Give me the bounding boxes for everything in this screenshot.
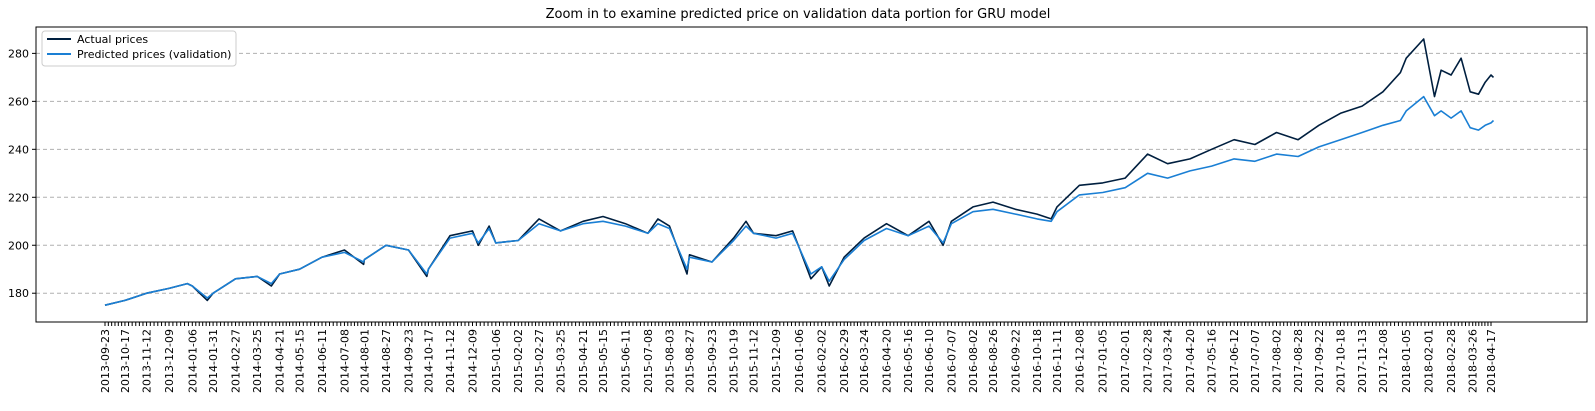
x-tick-label: 2017-01-05 <box>1097 329 1110 393</box>
x-tick-label: 2014-07-08 <box>338 329 351 393</box>
x-tick-label: 2016-09-22 <box>1009 329 1022 393</box>
x-tick-label: 2016-11-11 <box>1051 329 1064 393</box>
x-tick-label: 2017-08-28 <box>1292 329 1305 393</box>
x-tick-label: 2018-04-17 <box>1485 329 1498 393</box>
x-tick-label: 2014-04-21 <box>274 329 287 393</box>
y-tick-label: 180 <box>8 287 29 300</box>
legend-label: Predicted prices (validation) <box>77 48 231 61</box>
x-tick-label: 2017-08-02 <box>1270 329 1283 393</box>
x-tick-label: 2017-02-01 <box>1119 329 1132 393</box>
x-tick-label: 2018-02-01 <box>1423 329 1436 393</box>
x-tick-label: 2015-02-27 <box>533 329 546 393</box>
x-tick-label: 2016-06-10 <box>923 329 936 393</box>
series-predicted-line <box>104 95 1495 306</box>
x-tick-label: 2014-05-15 <box>294 329 307 393</box>
x-tick-label: 2015-01-06 <box>490 329 503 393</box>
x-tick-label: 2014-06-11 <box>316 329 329 393</box>
x-tick-label: 2017-11-13 <box>1356 329 1369 393</box>
series-layer <box>104 38 1495 306</box>
plot-area-frame <box>35 26 1588 323</box>
x-tick-label: 2015-09-23 <box>706 329 719 393</box>
x-tick-label: 2013-10-17 <box>119 329 132 393</box>
y-tick-label: 240 <box>8 143 29 156</box>
y-axis: 180 200 220 240 260 280 <box>8 47 36 300</box>
x-tick-label: 2015-10-19 <box>728 329 741 393</box>
x-tick-label: 2014-01-06 <box>186 329 199 393</box>
x-tick-label: 2017-10-18 <box>1335 329 1348 393</box>
chart-title: Zoom in to examine predicted price on va… <box>546 7 1051 22</box>
x-tick-label: 2015-06-11 <box>619 329 632 393</box>
x-tick-label: 2017-09-22 <box>1313 329 1326 393</box>
x-tick-label: 2015-12-09 <box>770 329 783 393</box>
x-tick-label: 2017-03-24 <box>1162 329 1175 393</box>
x-tick-label: 2014-08-01 <box>358 329 371 393</box>
x-tick-label: 2018-03-26 <box>1467 329 1480 393</box>
x-tick-label: 2014-12-09 <box>466 329 479 393</box>
x-tick-label: 2016-08-02 <box>967 329 980 393</box>
x-tick-label: 2016-02-02 <box>816 329 829 393</box>
legend-box <box>41 30 237 67</box>
legend: Actual prices Predicted prices (validatio… <box>41 30 237 67</box>
x-tick-label: 2015-08-03 <box>664 329 677 393</box>
x-tick-label: 2016-05-16 <box>902 329 915 393</box>
x-tick-label: 2015-03-25 <box>555 329 568 393</box>
x-tick-label: 2014-03-25 <box>251 329 264 393</box>
x-tick-label: 2017-05-16 <box>1206 329 1219 393</box>
x-tick-label: 2013-09-23 <box>99 329 112 393</box>
x-tick-label: 2017-12-08 <box>1377 329 1390 393</box>
x-tick-label: 2014-10-17 <box>422 329 435 393</box>
x-tick-label: 2015-04-21 <box>577 329 590 393</box>
x-tick-label: 2016-03-24 <box>858 329 871 393</box>
x-tick-label: 2016-08-26 <box>987 329 1000 393</box>
x-tick-label: 2017-06-12 <box>1228 329 1241 393</box>
legend-label: Actual prices <box>77 33 148 46</box>
x-tick-label: 2015-07-08 <box>642 329 655 393</box>
x-tick-label: 2014-09-23 <box>402 329 415 393</box>
x-tick-label: 2014-08-27 <box>380 329 393 393</box>
x-tick-label: 2016-12-08 <box>1073 329 1086 393</box>
x-tick-label: 2014-02-27 <box>230 329 243 393</box>
x-tick-label: 2014-11-12 <box>444 329 457 393</box>
x-tick-label: 2013-12-09 <box>163 329 176 393</box>
x-axis: 2013-09-23 2013-10-17 2013-11-12 2013-12-09… <box>99 322 1498 393</box>
x-tick-label: 2013-11-12 <box>141 329 154 393</box>
x-tick-label: 2017-04-20 <box>1184 329 1197 393</box>
x-tick-label: 2014-01-31 <box>207 329 220 393</box>
x-tick-label: 2016-10-18 <box>1031 329 1044 393</box>
x-tick-label: 2017-02-28 <box>1142 329 1155 393</box>
y-tick-label: 220 <box>8 191 29 204</box>
x-tick-label: 2018-01-05 <box>1400 329 1413 393</box>
y-tick-label: 260 <box>8 95 29 108</box>
x-tick-label: 2017-07-07 <box>1249 329 1262 393</box>
x-tick-label: 2016-02-29 <box>838 329 851 393</box>
y-tick-label: 200 <box>8 239 29 252</box>
x-tick-label: 2016-01-06 <box>793 329 806 393</box>
y-tick-label: 280 <box>8 47 29 60</box>
x-tick-label: 2015-02-02 <box>512 329 525 393</box>
x-tick-label: 2018-02-28 <box>1445 329 1458 393</box>
x-tick-label: 2016-07-07 <box>945 329 958 393</box>
x-tick-label: 2015-11-12 <box>748 329 761 393</box>
x-tick-label: 2016-04-20 <box>881 329 894 393</box>
x-tick-label: 2015-05-15 <box>597 329 610 393</box>
x-tick-label: 2015-08-27 <box>683 329 696 393</box>
